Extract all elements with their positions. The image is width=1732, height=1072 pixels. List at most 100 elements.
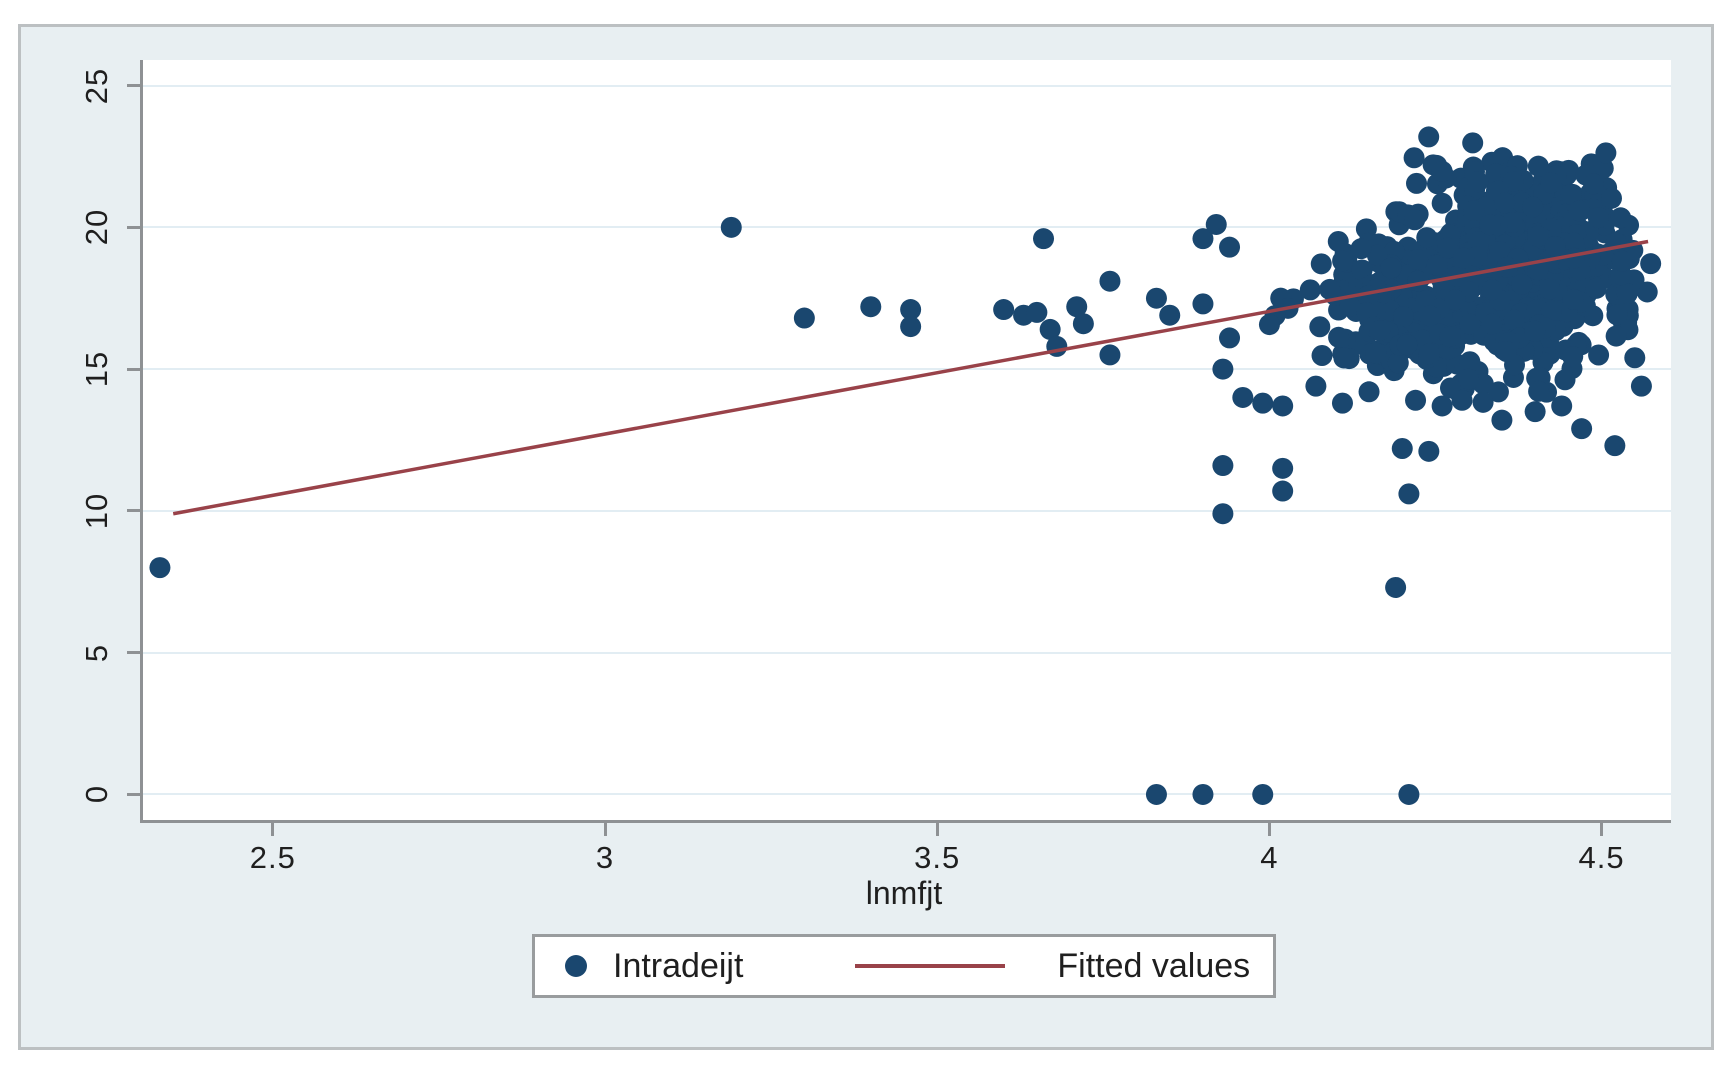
y-tick-mark <box>127 367 140 371</box>
scatter-point <box>1511 273 1533 295</box>
scatter-point <box>1527 155 1549 177</box>
scatter-point <box>1563 232 1585 254</box>
scatter-point <box>1232 386 1254 408</box>
scatter-point <box>1544 236 1566 258</box>
scatter-point <box>1258 314 1280 336</box>
y-tick-mark <box>127 84 140 88</box>
scatter-point <box>1418 440 1440 462</box>
scatter-point <box>1026 301 1048 323</box>
x-tick-label: 3 <box>595 840 615 875</box>
scatter-point <box>1462 132 1484 154</box>
scatter-point <box>1459 313 1481 335</box>
scatter-point <box>1403 147 1425 169</box>
scatter-point <box>1489 241 1511 263</box>
scatter-point <box>1252 392 1274 414</box>
scatter-point <box>1358 381 1380 403</box>
scatter-point <box>1458 368 1480 390</box>
x-tick-label: 4 <box>1260 840 1279 875</box>
scatter-point <box>1416 227 1438 249</box>
scatter-point <box>1431 160 1453 182</box>
scatter-point <box>1418 343 1440 365</box>
y-tick-mark <box>127 651 140 655</box>
scatter-point <box>1391 438 1413 460</box>
scatter-point <box>1212 503 1234 525</box>
scatter-point <box>1588 344 1610 366</box>
scatter-point <box>900 299 922 321</box>
scatter-point <box>1205 213 1227 235</box>
scatter-point <box>1583 173 1605 195</box>
scatter-point <box>1560 183 1582 205</box>
scatter-point <box>1099 344 1121 366</box>
x-tick-mark <box>603 823 607 836</box>
scatter-point <box>1481 313 1503 335</box>
fitted-line <box>172 239 1649 516</box>
scatter-point <box>1418 126 1440 148</box>
scatter-point <box>1437 237 1459 259</box>
scatter-point <box>1610 207 1632 229</box>
scatter-point <box>1640 253 1662 275</box>
scatter-point <box>1212 455 1234 477</box>
scatter-point <box>1459 351 1481 373</box>
y-tick-label: 15 <box>79 350 114 388</box>
scatter-point <box>1562 288 1584 310</box>
scatter-point <box>1595 142 1617 164</box>
scatter-point <box>1272 457 1294 479</box>
scatter-point <box>1439 326 1461 348</box>
scatter-point <box>1479 214 1501 236</box>
scatter-point <box>1485 163 1507 185</box>
scatter-point <box>1406 172 1428 194</box>
scatter-point <box>1272 395 1294 417</box>
y-tick-mark <box>127 792 140 796</box>
scatter-layer <box>149 126 1662 805</box>
scatter-point <box>1365 342 1387 364</box>
y-tick-label: 10 <box>79 492 114 530</box>
scatter-point <box>1404 209 1426 231</box>
scatter-point <box>1219 327 1241 349</box>
y-tick-mark <box>127 225 140 229</box>
scatter-point <box>1604 435 1626 457</box>
scatter-point <box>1319 278 1341 300</box>
legend-scatter-marker-icon <box>565 955 587 977</box>
scatter-point <box>1066 296 1088 318</box>
scatter-point <box>1398 783 1420 805</box>
legend-box: Intradeijt Fitted values <box>532 934 1276 998</box>
scatter-point <box>1540 300 1562 322</box>
scatter-point <box>1192 783 1214 805</box>
scatter-point <box>1540 172 1562 194</box>
y-tick-label: 0 <box>79 785 114 804</box>
scatter-point <box>1332 250 1354 272</box>
scatter-point <box>1551 395 1573 417</box>
scatter-point <box>1072 313 1094 335</box>
scatter-point <box>1405 389 1427 411</box>
scatter-point <box>1328 326 1350 348</box>
scatter-point <box>1453 247 1475 269</box>
scatter-point <box>1305 375 1327 397</box>
scatter-point <box>1587 207 1609 229</box>
x-tick-mark <box>271 823 275 836</box>
y-gridline <box>143 226 1671 229</box>
scatter-point <box>1495 340 1517 362</box>
scatter-point <box>1299 279 1321 301</box>
x-tick-mark <box>935 823 939 836</box>
scatter-point <box>1494 192 1516 214</box>
scatter-point <box>1487 381 1509 403</box>
y-tick-label: 25 <box>79 67 114 104</box>
scatter-point <box>1350 238 1372 260</box>
scatter-point <box>1369 320 1391 342</box>
x-tick-mark <box>1600 823 1604 836</box>
y-gridline <box>143 651 1671 654</box>
scatter-point <box>1311 344 1333 366</box>
scatter-point <box>1585 277 1607 299</box>
legend-label-fitted-values: Fitted values <box>1057 946 1251 985</box>
scatter-point <box>1407 249 1429 271</box>
scatter-point <box>1481 279 1503 301</box>
scatter-point <box>1309 316 1331 338</box>
scatter-point <box>1606 304 1628 326</box>
scatter-point <box>1636 281 1658 303</box>
scatter-point <box>1491 409 1513 431</box>
scatter-point <box>1524 401 1546 423</box>
x-tick-label: 3.5 <box>914 840 961 875</box>
x-tick-label: 2.5 <box>249 840 296 875</box>
scatter-point <box>1528 380 1550 402</box>
